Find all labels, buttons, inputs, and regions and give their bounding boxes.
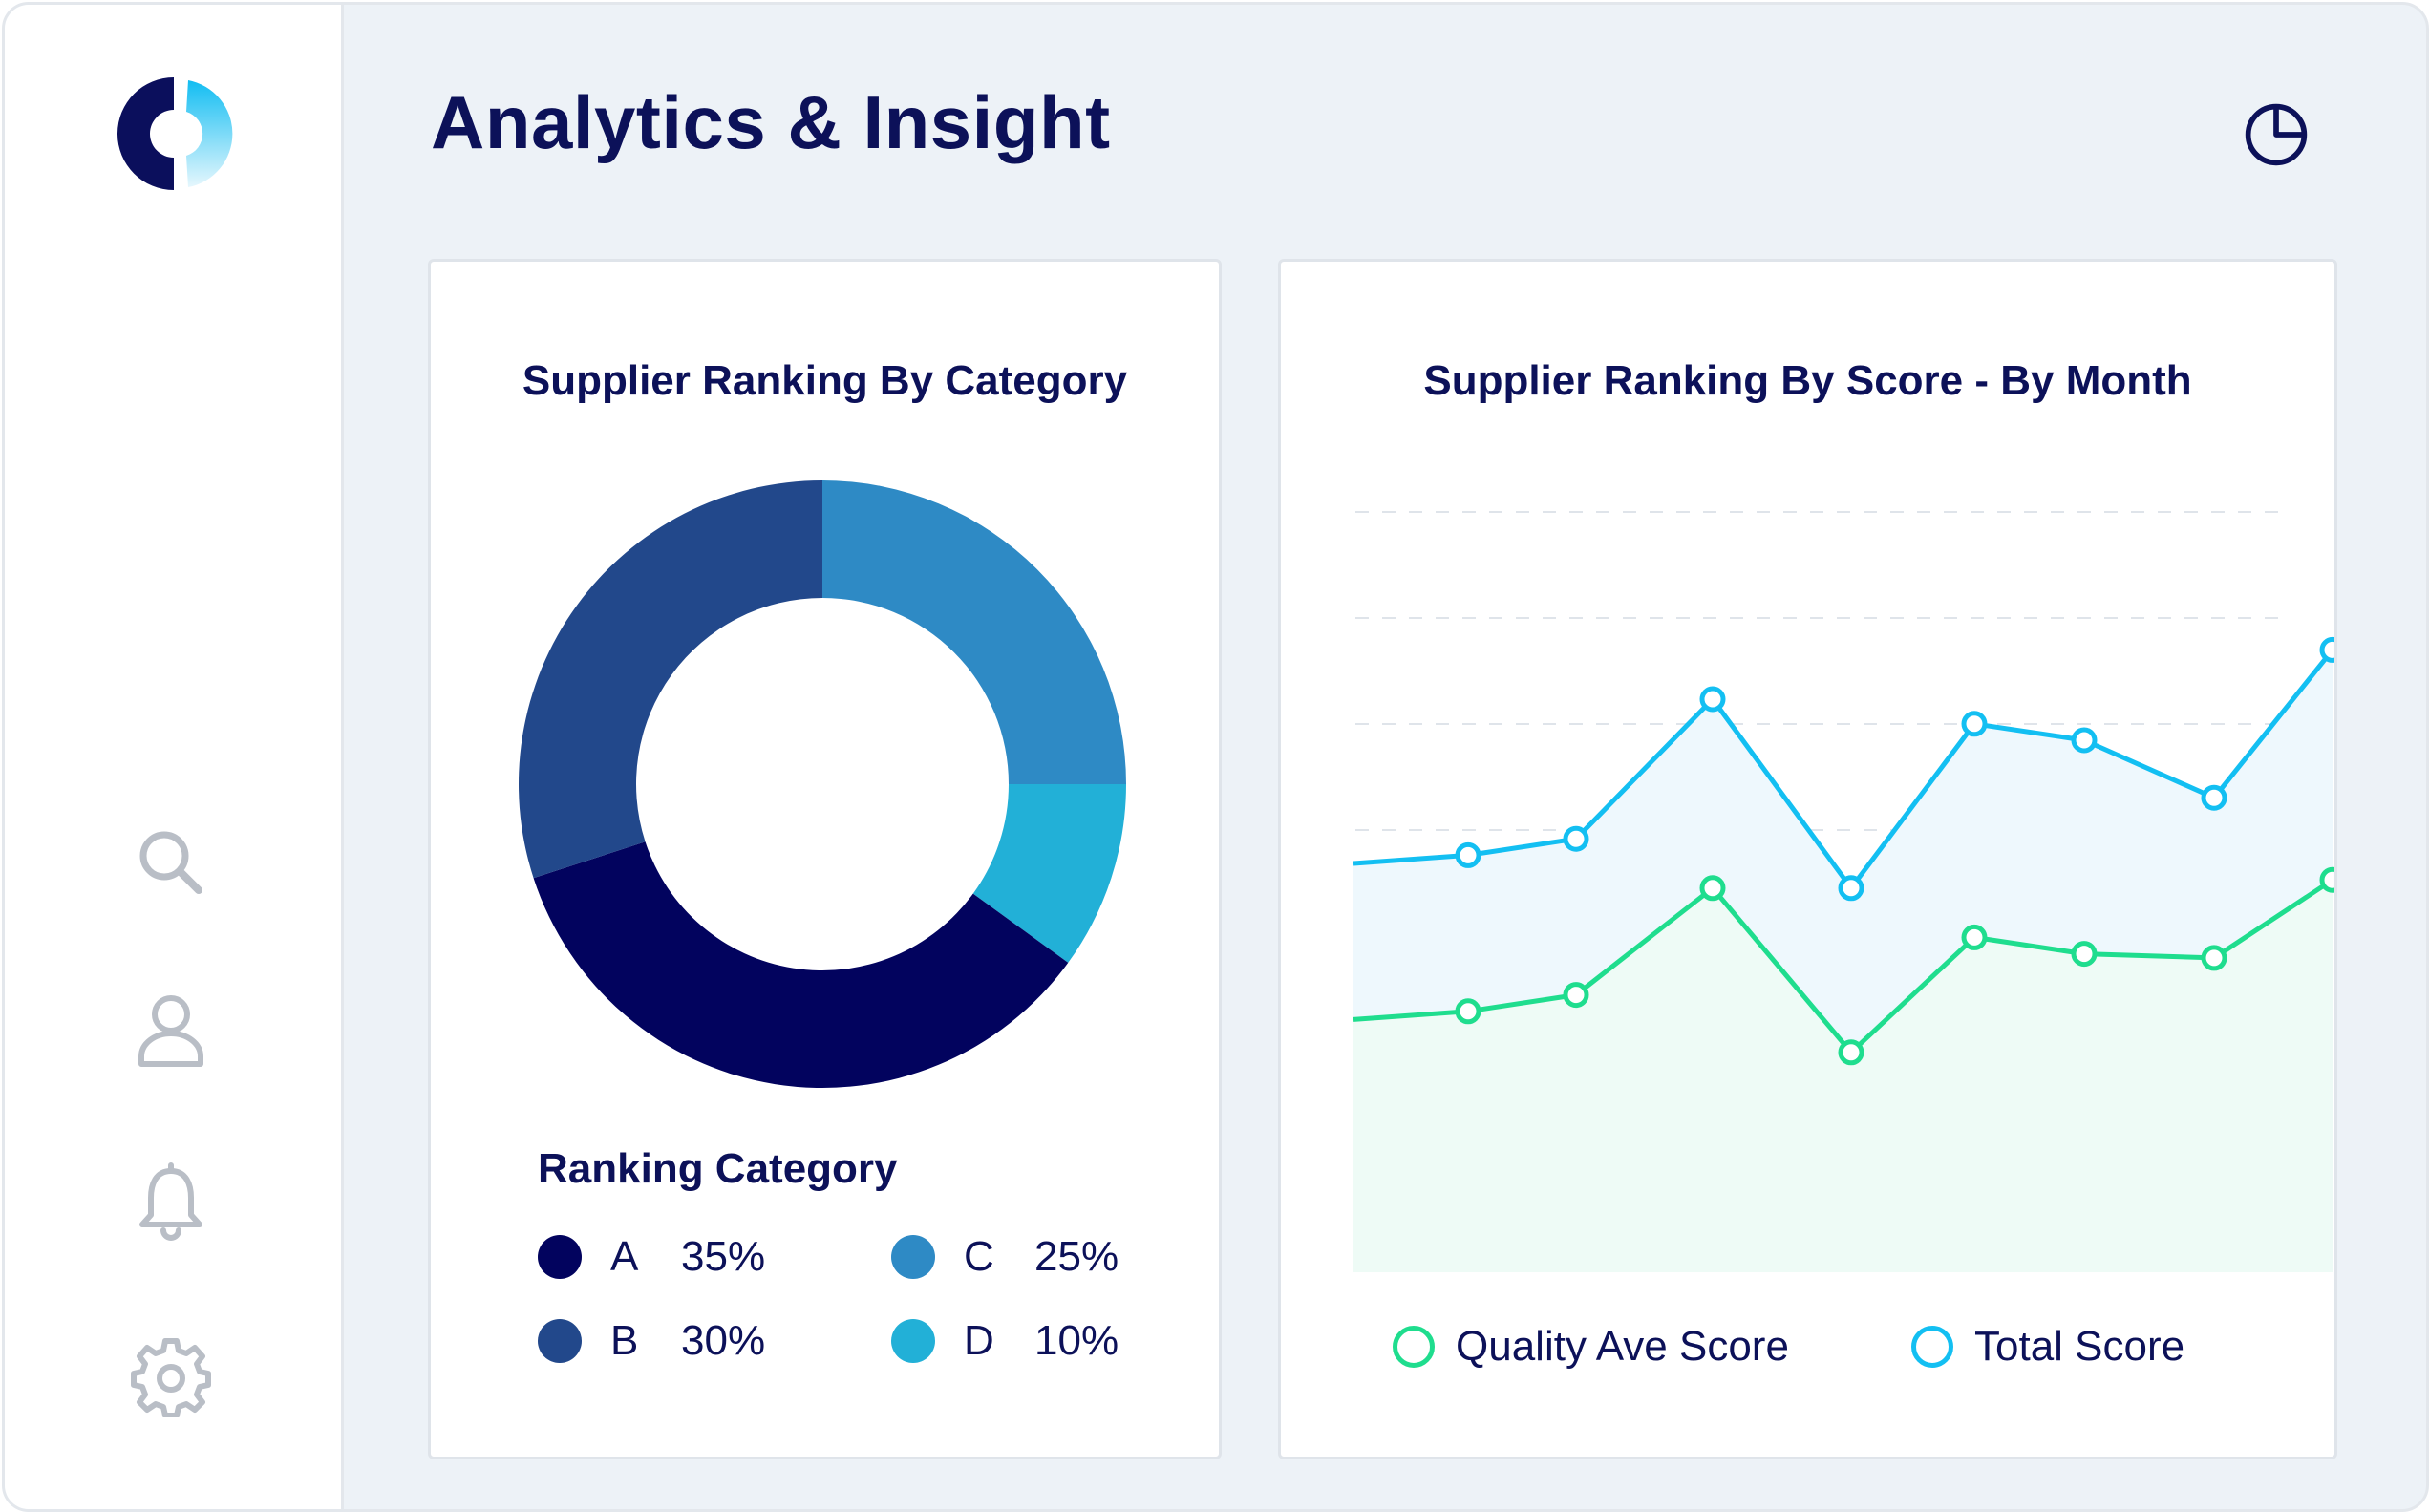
point-total-score[interactable] [1699, 686, 1726, 713]
legend-swatch [891, 1319, 935, 1363]
user-icon [138, 995, 203, 1067]
legend-swatch [891, 1235, 935, 1279]
point-total-score[interactable] [2201, 784, 2227, 811]
line-chart-title: Supplier Ranking By Score - By Month [1423, 357, 2192, 404]
legend-item-a: A 35% [538, 1228, 765, 1286]
donut-slice-c[interactable] [822, 480, 1126, 784]
pie-chart-icon [2245, 103, 2308, 166]
point-total-score[interactable] [2319, 636, 2334, 663]
legend-value: 25% [1034, 1233, 1119, 1280]
settings-button[interactable] [127, 1332, 215, 1420]
legend-title: Ranking Category [538, 1145, 898, 1192]
point-quality-ave-score[interactable] [2071, 941, 2098, 968]
point-quality-ave-score[interactable] [1455, 998, 1481, 1025]
point-quality-ave-score[interactable] [1961, 924, 1988, 950]
point-quality-ave-score[interactable] [2319, 866, 2334, 893]
point-quality-ave-score[interactable] [1563, 982, 1589, 1009]
legend-value: 30% [681, 1317, 766, 1364]
gear-icon [131, 1338, 211, 1417]
legend-swatch [538, 1319, 582, 1363]
point-quality-ave-score[interactable] [2201, 945, 2227, 971]
point-quality-ave-score[interactable] [1838, 1039, 1864, 1066]
notifications-button[interactable] [127, 1159, 215, 1246]
supplier-category-card: Supplier Ranking By Category Ranking Cat… [428, 259, 1222, 1459]
legend-swatch [538, 1235, 582, 1279]
donut-chart-title: Supplier Ranking By Category [522, 357, 1128, 404]
legend-label: C [964, 1233, 994, 1280]
point-total-score[interactable] [1563, 825, 1589, 852]
donut-slice-d[interactable] [972, 784, 1126, 963]
donut-slice-b[interactable] [519, 480, 822, 879]
legend-total-score[interactable]: Total Score [1911, 1318, 2184, 1375]
donut-chart [519, 480, 1126, 1088]
page-title: Analytics & Insight [431, 80, 1111, 164]
chart-view-button[interactable] [2240, 98, 2312, 171]
brand-logo [117, 77, 233, 190]
legend-label: A [610, 1233, 639, 1280]
legend-label: Total Score [1974, 1323, 2185, 1370]
bell-icon [139, 1162, 202, 1241]
legend-value: 10% [1034, 1317, 1119, 1364]
search-button[interactable] [127, 819, 215, 906]
legend-item-d: D 10% [891, 1312, 1119, 1370]
supplier-score-card: Supplier Ranking By Score - By Month Qua… [1278, 259, 2337, 1459]
legend-value: 35% [681, 1233, 766, 1280]
point-quality-ave-score[interactable] [1699, 875, 1726, 902]
point-total-score[interactable] [1838, 875, 1864, 902]
legend-label: Quality Ave Score [1456, 1323, 1789, 1370]
search-icon [139, 831, 202, 894]
legend-label: B [610, 1317, 639, 1364]
legend-item-c: C 25% [891, 1228, 1119, 1286]
profile-button[interactable] [127, 985, 215, 1073]
legend-label: D [964, 1317, 994, 1364]
legend-ring-icon [1911, 1326, 1953, 1368]
point-total-score[interactable] [2071, 727, 2098, 754]
legend-ring-icon [1393, 1326, 1435, 1368]
point-total-score[interactable] [1961, 711, 1988, 737]
legend-item-b: B 30% [538, 1312, 765, 1370]
legend-quality-ave-score[interactable]: Quality Ave Score [1393, 1318, 1789, 1375]
donut-slice-a[interactable] [533, 841, 1069, 1088]
sidebar [5, 5, 344, 1509]
point-total-score[interactable] [1455, 841, 1481, 868]
score-line-chart [1353, 511, 2334, 1272]
